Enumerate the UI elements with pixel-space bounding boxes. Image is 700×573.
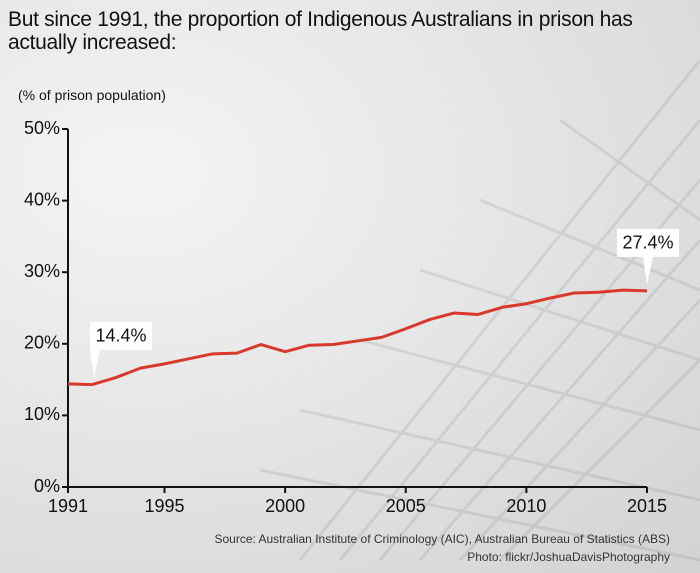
fence-decoration [259,59,700,562]
x-tick-label: 2005 [386,496,426,516]
annotation-label: 14.4% [95,326,146,346]
x-tick-label: 2010 [506,496,546,516]
annotation: 27.4% [617,228,679,285]
x-tick-label: 1995 [144,496,184,516]
data-line [67,288,648,387]
y-axis-label: (% of prison population) [18,87,166,103]
chart-title: But since 1991, the proportion of Indige… [8,8,633,54]
y-tick-label: 20% [24,333,60,353]
y-tick-label: 10% [24,404,60,424]
x-tick-label: 1991 [48,496,88,516]
annotation-box [90,321,152,378]
x-tick-label: 2000 [265,496,305,516]
source: Source: Australian Institute of Criminol… [214,532,670,546]
annotation-label: 27.4% [622,233,673,253]
annotation: 14.4% [90,321,152,378]
y-tick-label: 30% [24,261,60,281]
annotation-box [617,228,679,285]
photo-credit: Photo: flickr/JoshuaDavisPhotography [467,550,670,564]
x-tick-label: 2015 [627,496,667,516]
y-tick-label: 50% [24,118,60,138]
y-tick-label: 40% [24,189,60,209]
y-tick-label: 0% [34,476,60,496]
